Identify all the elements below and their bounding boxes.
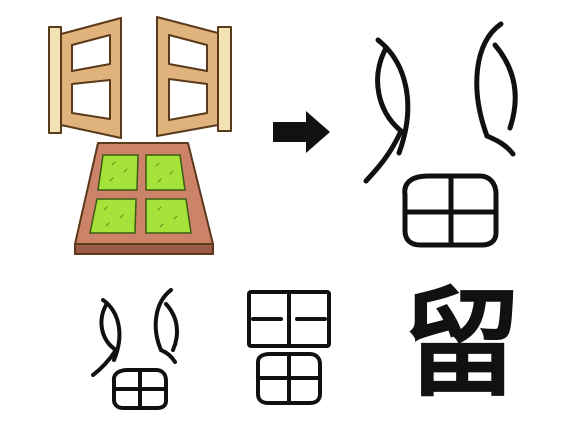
left-window-shutter-icon (48, 17, 122, 139)
bronze-form (247, 290, 331, 405)
right-window-shutter-icon (156, 16, 232, 137)
oracle-bone-form-large (363, 21, 518, 248)
oracle-bone-form-small (91, 288, 180, 410)
right-arrow-icon (273, 111, 330, 153)
rice-field-icon (74, 142, 214, 255)
modern-character-liu: 留 (402, 274, 521, 413)
